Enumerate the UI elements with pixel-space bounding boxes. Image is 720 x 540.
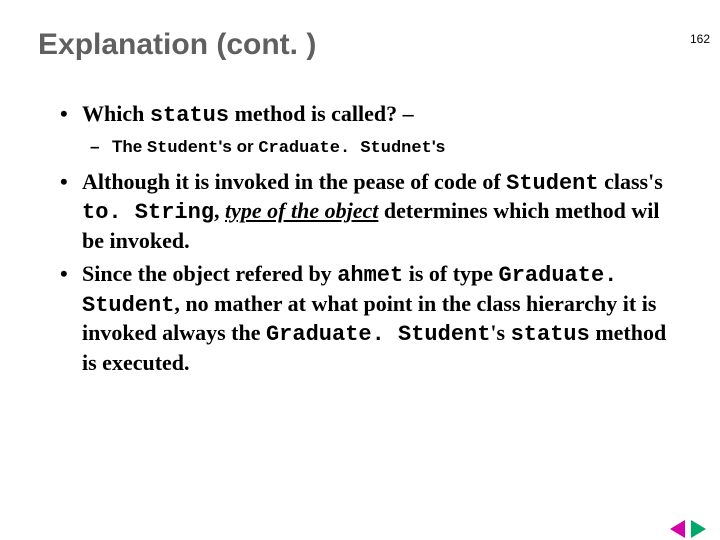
code-ahmet: ahmet [337, 263, 403, 288]
next-slide-icon[interactable] [691, 520, 706, 538]
code-status: status [150, 103, 229, 128]
sub-bullet-1: The Student's or Craduate. Studnet's [54, 136, 682, 160]
code-student: Student [147, 139, 218, 158]
text: The [112, 137, 147, 156]
code-graduate-student: Graduate. Student [266, 322, 490, 347]
text: method is called? – [229, 101, 414, 126]
bullet-1: Which status method is called? – [54, 100, 682, 130]
text: class's [599, 169, 663, 194]
bullet-2: Although it is invoked in the pease of c… [54, 168, 682, 255]
text: Which [82, 101, 150, 126]
nav-arrows [670, 520, 706, 538]
text: is of type [403, 261, 498, 286]
code-tostring: to. String [82, 200, 214, 225]
code-student: Student [506, 171, 598, 196]
text: 's [432, 137, 446, 156]
text: Since the object refered by [82, 261, 337, 286]
slide-title: Explanation (cont. ) [38, 28, 720, 62]
emphasis-type-of-object: type of the object [225, 198, 378, 223]
text: , [214, 198, 225, 223]
text: Although it is invoked in the pease of c… [82, 169, 506, 194]
code-graduate-student: Craduate. Studnet [258, 139, 431, 158]
text: 's [490, 320, 510, 345]
code-status: status [511, 322, 590, 347]
text: 's or [218, 137, 258, 156]
slide-content: Which status method is called? – The Stu… [54, 100, 682, 376]
bullet-3: Since the object refered by ahmet is of … [54, 260, 682, 376]
prev-slide-icon[interactable] [670, 520, 685, 538]
page-number: 162 [690, 32, 710, 46]
